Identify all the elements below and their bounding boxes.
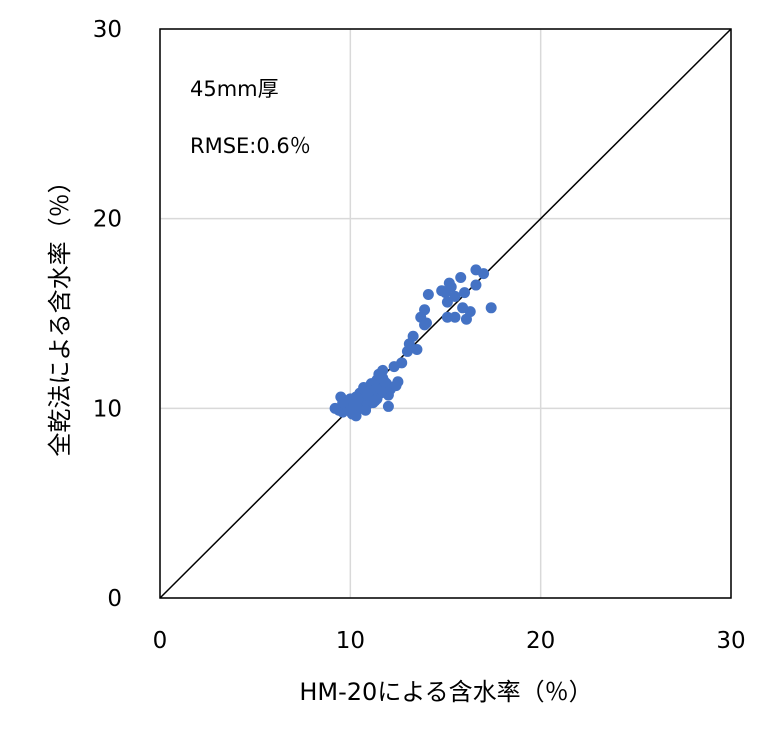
point	[445, 281, 457, 293]
y-tick-label: 20	[93, 207, 122, 233]
point	[422, 289, 434, 301]
point	[361, 389, 373, 401]
point	[369, 395, 381, 407]
point	[478, 268, 490, 280]
annotation: RMSE:0.6％	[190, 134, 311, 158]
point	[441, 311, 453, 323]
y-axis-title: 全乾法による含水率（％）	[46, 169, 74, 456]
point	[470, 279, 482, 291]
point	[464, 306, 476, 318]
y-tick-label: 10	[93, 396, 122, 422]
point	[379, 376, 391, 388]
point	[419, 319, 431, 331]
point	[401, 345, 413, 357]
plot-border	[159, 28, 732, 599]
point	[449, 311, 461, 323]
y-tick-label: 0	[107, 586, 122, 612]
x-tick-label: 10	[336, 628, 365, 654]
x-axis-title: HM-20による含水率（％）	[299, 678, 592, 706]
point	[348, 399, 360, 411]
point	[360, 404, 372, 416]
x-tick-label: 0	[153, 628, 168, 654]
x-tick-label: 20	[526, 628, 555, 654]
point	[449, 290, 461, 302]
point	[388, 361, 400, 373]
point	[485, 302, 497, 314]
point	[441, 296, 453, 308]
point	[411, 344, 423, 356]
x-tick-label: 30	[716, 628, 745, 654]
point	[459, 287, 471, 299]
point	[382, 400, 394, 412]
annotation: 45mm厚	[190, 77, 279, 101]
y-tick-label: 30	[93, 17, 122, 43]
point	[337, 397, 349, 409]
point	[455, 271, 467, 283]
point	[392, 376, 404, 388]
